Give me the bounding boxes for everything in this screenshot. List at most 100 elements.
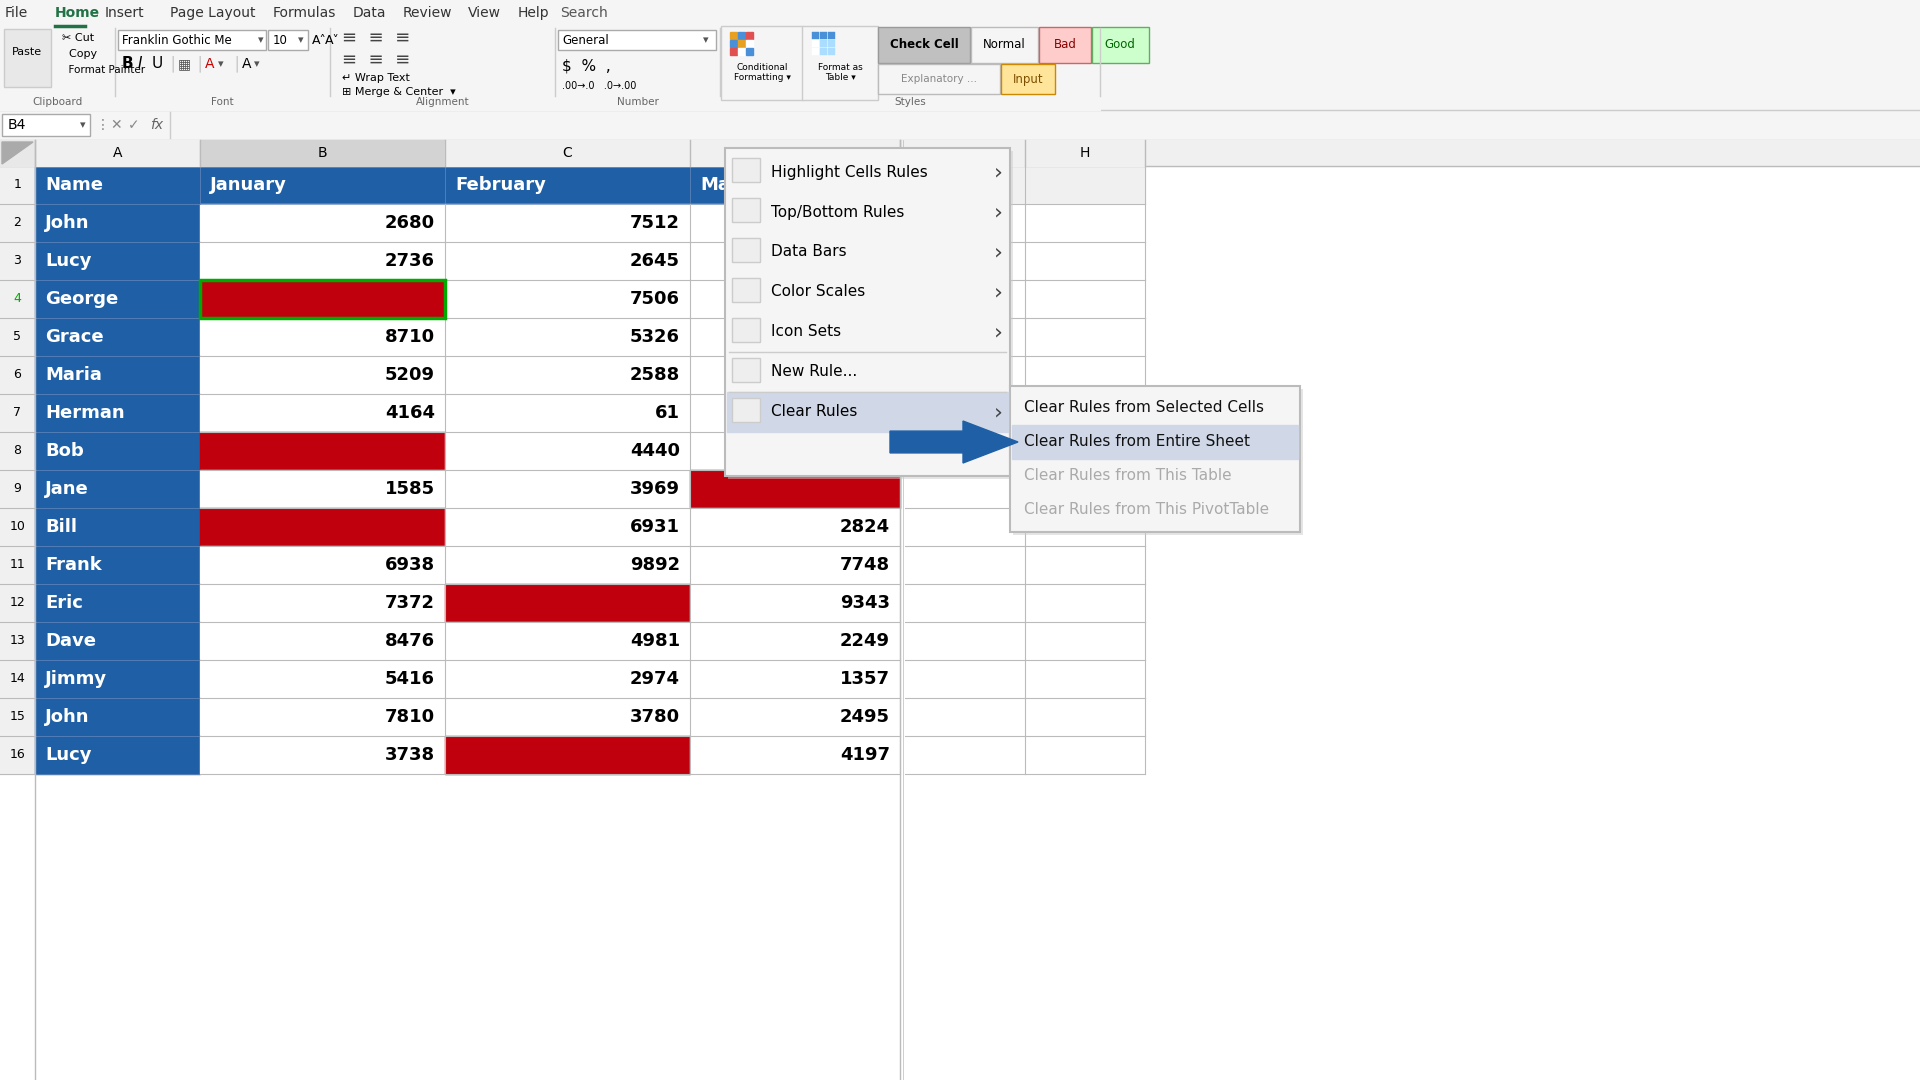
Text: fx: fx bbox=[150, 118, 163, 132]
FancyBboxPatch shape bbox=[1092, 27, 1148, 63]
Text: 8710: 8710 bbox=[384, 328, 436, 346]
Text: Clear Rules from This PivotTable: Clear Rules from This PivotTable bbox=[1023, 502, 1269, 517]
Bar bbox=[1025, 166, 1144, 204]
Bar bbox=[445, 204, 689, 242]
Text: 1: 1 bbox=[13, 178, 21, 191]
Bar bbox=[35, 432, 200, 470]
Bar bbox=[445, 394, 689, 432]
Text: ▾: ▾ bbox=[81, 120, 86, 130]
Bar bbox=[0, 140, 35, 166]
Bar bbox=[728, 392, 1008, 432]
Bar bbox=[812, 40, 820, 48]
Bar bbox=[35, 622, 200, 660]
Bar bbox=[689, 546, 900, 584]
Bar bbox=[689, 166, 900, 204]
Text: 4164: 4164 bbox=[386, 404, 436, 422]
Bar bbox=[904, 318, 1025, 356]
Text: Franklin Gothic Me: Franklin Gothic Me bbox=[123, 33, 232, 46]
FancyBboxPatch shape bbox=[732, 198, 760, 222]
Text: Color Scales: Color Scales bbox=[772, 284, 866, 299]
Bar bbox=[689, 432, 900, 470]
Bar bbox=[445, 508, 689, 546]
Text: B: B bbox=[317, 146, 326, 160]
Bar bbox=[115, 26, 330, 110]
Text: Jimmy: Jimmy bbox=[44, 670, 108, 688]
Bar bbox=[35, 470, 200, 508]
Bar bbox=[904, 394, 1025, 432]
Bar bbox=[445, 735, 689, 774]
Text: 7810: 7810 bbox=[384, 708, 436, 726]
Text: John: John bbox=[44, 214, 90, 232]
Text: 9: 9 bbox=[13, 483, 21, 496]
Bar bbox=[904, 166, 1025, 204]
Bar bbox=[1025, 546, 1144, 584]
Text: Table ▾: Table ▾ bbox=[824, 73, 856, 82]
Text: 4197: 4197 bbox=[841, 746, 891, 764]
Text: 2495: 2495 bbox=[841, 708, 891, 726]
Text: Home: Home bbox=[56, 6, 100, 21]
Text: .00→.0   .0→.00: .00→.0 .0→.00 bbox=[563, 81, 636, 91]
Bar bbox=[1025, 318, 1144, 356]
Bar bbox=[689, 660, 900, 698]
FancyBboxPatch shape bbox=[559, 30, 716, 50]
Bar bbox=[200, 432, 445, 470]
FancyBboxPatch shape bbox=[1039, 27, 1091, 63]
Text: Clear Rules from Selected Cells: Clear Rules from Selected Cells bbox=[1023, 401, 1263, 416]
Text: 1585: 1585 bbox=[384, 480, 436, 498]
Bar bbox=[747, 48, 753, 55]
Bar bbox=[689, 470, 900, 508]
Text: Eric: Eric bbox=[44, 594, 83, 612]
Bar bbox=[1025, 280, 1144, 318]
Bar bbox=[1025, 140, 1144, 166]
Bar bbox=[904, 508, 1025, 546]
Bar bbox=[0, 204, 35, 242]
Text: Explanatory ...: Explanatory ... bbox=[900, 75, 977, 84]
Bar bbox=[689, 508, 900, 546]
Bar bbox=[200, 204, 445, 242]
Text: Bad: Bad bbox=[1054, 39, 1077, 52]
Text: Highlight Cells Rules: Highlight Cells Rules bbox=[772, 164, 927, 179]
Bar bbox=[0, 280, 35, 318]
Text: 2645: 2645 bbox=[630, 252, 680, 270]
Text: ›: › bbox=[993, 402, 1002, 422]
Bar bbox=[747, 32, 753, 39]
Text: 14: 14 bbox=[10, 673, 25, 686]
FancyBboxPatch shape bbox=[4, 29, 52, 87]
Bar bbox=[35, 166, 200, 204]
Text: Top/Bottom Rules: Top/Bottom Rules bbox=[772, 204, 904, 219]
Text: 7506: 7506 bbox=[630, 291, 680, 308]
Bar bbox=[828, 48, 835, 55]
Text: │: │ bbox=[232, 56, 240, 72]
Bar bbox=[0, 394, 35, 432]
Text: Font: Font bbox=[211, 97, 234, 107]
Bar bbox=[200, 470, 445, 508]
Text: B: B bbox=[123, 56, 134, 71]
Text: January: January bbox=[209, 176, 286, 194]
Text: 6931: 6931 bbox=[630, 518, 680, 536]
Bar bbox=[0, 622, 35, 660]
Text: Bill: Bill bbox=[44, 518, 77, 536]
Bar bbox=[35, 735, 200, 774]
Text: 9867: 9867 bbox=[839, 291, 891, 308]
Text: Check Cell: Check Cell bbox=[889, 39, 958, 52]
Bar bbox=[689, 204, 900, 242]
Text: Formulas: Formulas bbox=[273, 6, 336, 21]
Bar bbox=[330, 26, 555, 110]
Bar bbox=[689, 242, 900, 280]
Text: Page Layout: Page Layout bbox=[171, 6, 255, 21]
FancyBboxPatch shape bbox=[1010, 386, 1300, 532]
Bar bbox=[0, 735, 35, 774]
Bar bbox=[689, 735, 900, 774]
Text: A: A bbox=[242, 57, 252, 71]
Bar bbox=[35, 280, 200, 318]
Bar bbox=[0, 660, 35, 698]
Text: Number: Number bbox=[616, 97, 659, 107]
Text: ↵ Wrap Text: ↵ Wrap Text bbox=[342, 73, 409, 83]
Bar bbox=[689, 698, 900, 735]
Bar bbox=[0, 698, 35, 735]
Bar bbox=[35, 356, 200, 394]
Text: General: General bbox=[563, 33, 609, 46]
Bar bbox=[904, 622, 1025, 660]
Bar bbox=[904, 698, 1025, 735]
Text: 2680: 2680 bbox=[384, 214, 436, 232]
